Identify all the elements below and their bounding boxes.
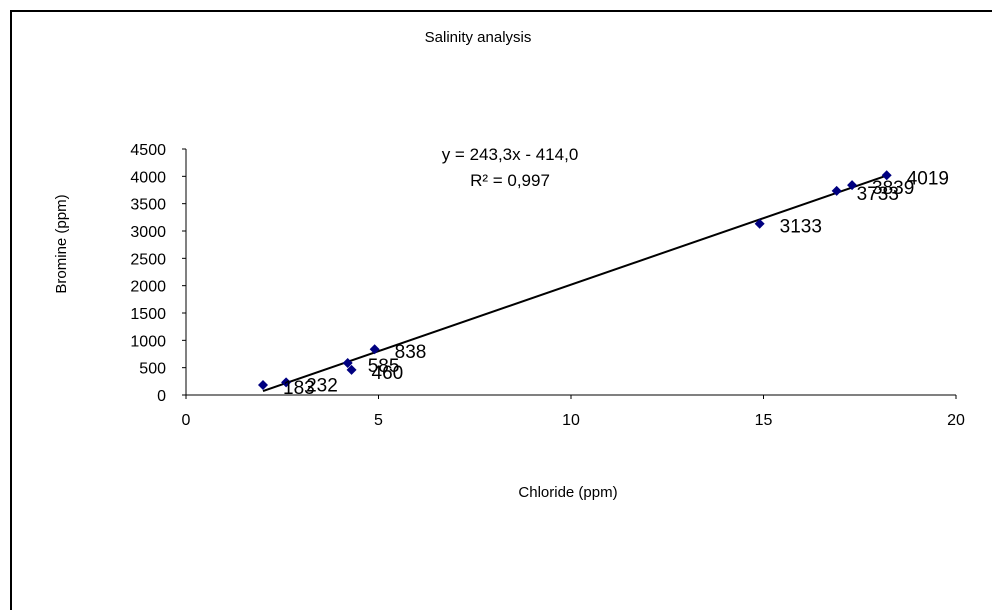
data-label: 460 xyxy=(372,363,404,384)
x-tick-label: 5 xyxy=(374,412,383,429)
data-label: 183 xyxy=(283,378,315,399)
chart-title: Salinity analysis xyxy=(425,29,532,46)
data-label: 3839 xyxy=(872,178,914,199)
y-tick-label: 1000 xyxy=(130,333,166,350)
data-label: 838 xyxy=(395,342,427,363)
y-tick-label: 1500 xyxy=(130,306,166,323)
y-tick-label: 0 xyxy=(157,388,166,405)
data-point xyxy=(258,379,268,390)
data-point xyxy=(342,358,353,369)
y-tick-label: 3000 xyxy=(130,224,166,241)
trendline-equation: y = 243,3x - 414,0 xyxy=(442,145,579,164)
x-tick-label: 10 xyxy=(562,412,580,429)
data-point xyxy=(281,377,292,388)
x-tick-label: 15 xyxy=(755,412,773,429)
x-tick-label: 20 xyxy=(947,412,965,429)
scatter-chart: Salinity analysis Chloride (ppm) Bromine… xyxy=(53,29,965,501)
trendline-r-squared: R² = 0,997 xyxy=(470,171,550,190)
chart-frame xyxy=(10,10,992,610)
y-tick-label: 500 xyxy=(139,361,166,378)
data-label: 585 xyxy=(368,356,400,377)
y-tick-label: 4000 xyxy=(130,169,166,186)
data-point xyxy=(369,344,380,355)
data-point xyxy=(847,180,858,191)
data-point xyxy=(754,218,765,229)
trendline xyxy=(262,174,888,392)
data-label: 3733 xyxy=(857,184,899,205)
data-label: 4019 xyxy=(907,168,949,189)
data-point xyxy=(881,170,892,181)
data-point xyxy=(831,185,842,196)
y-tick-label: 2500 xyxy=(130,251,166,268)
data-label: 232 xyxy=(306,375,338,396)
data-point xyxy=(346,364,357,375)
x-tick-label: 0 xyxy=(182,412,191,429)
data-label: 3133 xyxy=(780,217,822,238)
y-tick-label: 3500 xyxy=(130,197,166,214)
y-tick-label: 4500 xyxy=(130,142,166,159)
y-axis-label: Bromine (ppm) xyxy=(53,194,70,293)
y-tick-label: 2000 xyxy=(130,279,166,296)
x-axis-label: Chloride (ppm) xyxy=(518,484,617,501)
